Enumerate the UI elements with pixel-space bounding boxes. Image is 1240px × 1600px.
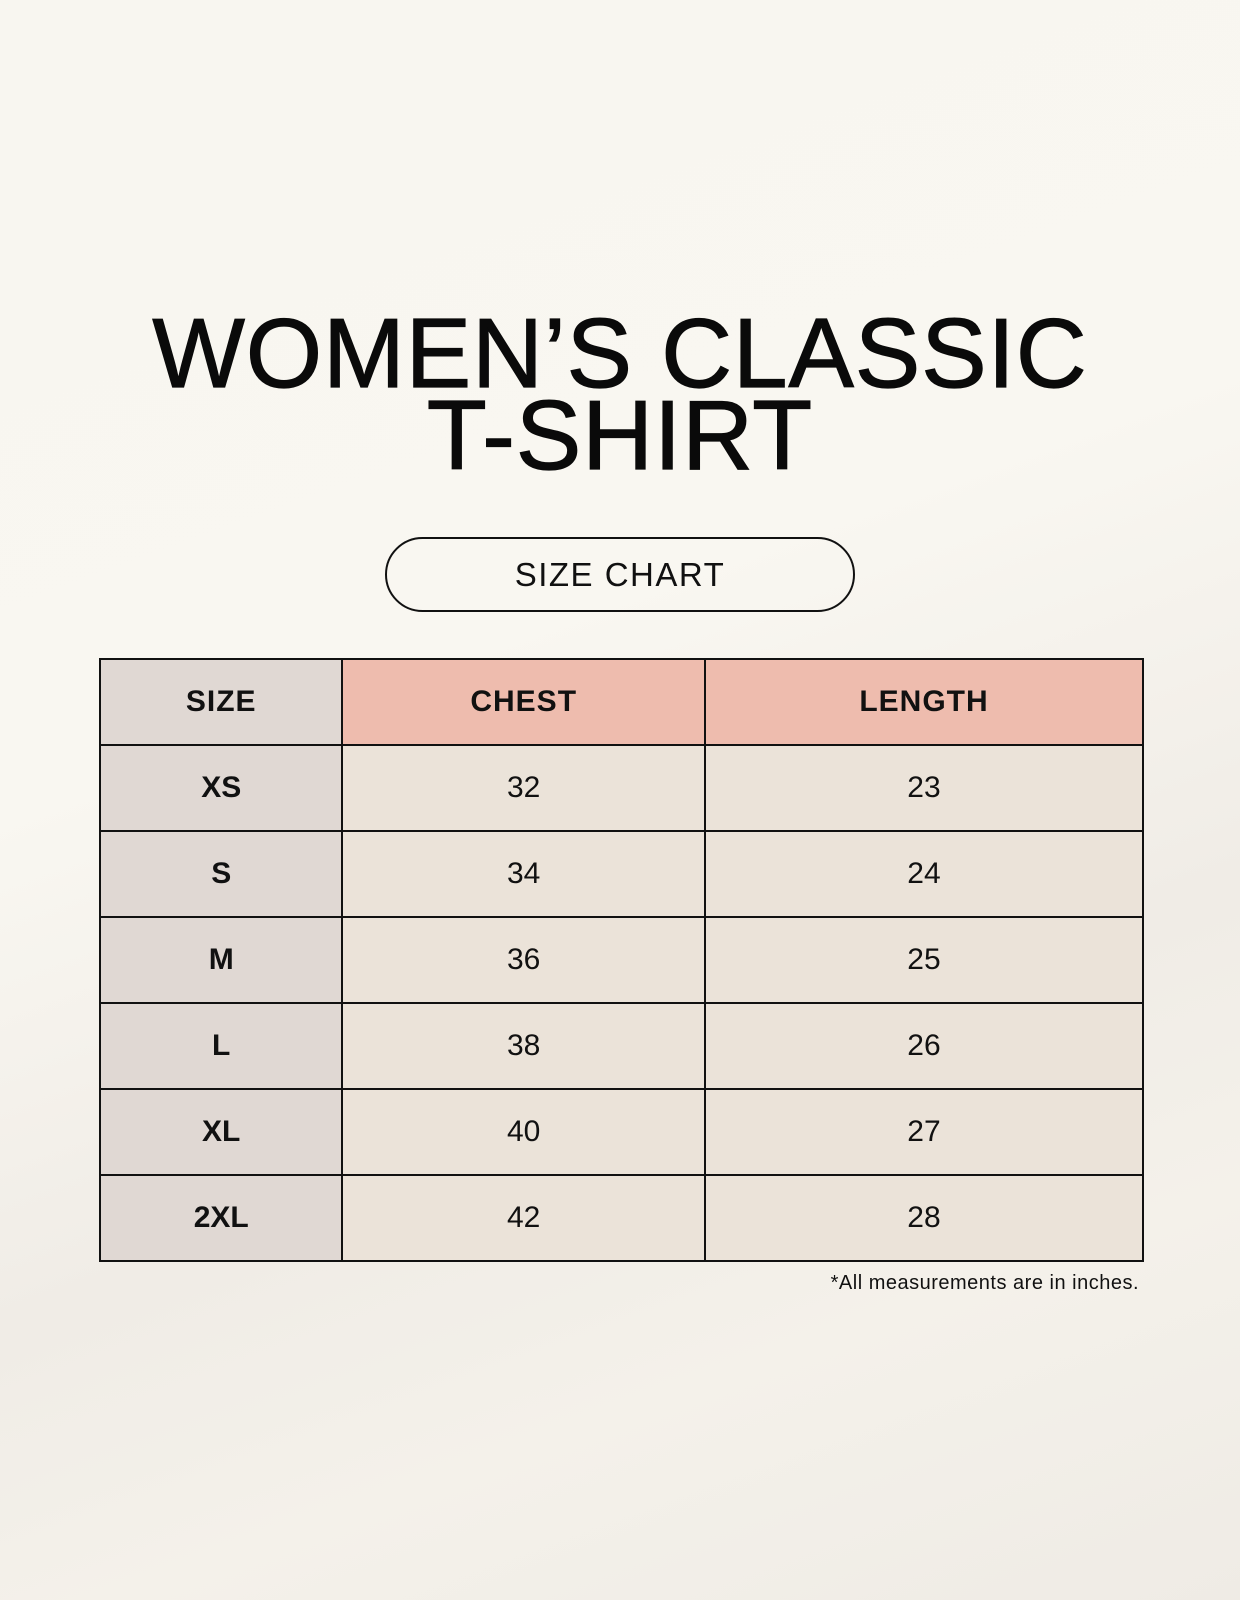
table-row: XL 40 27 (98, 1088, 1145, 1176)
size-cell: M (98, 916, 344, 1004)
size-cell: L (98, 1002, 344, 1090)
table-row: S 34 24 (98, 830, 1145, 918)
size-cell: XS (98, 744, 344, 832)
chest-cell: 38 (341, 1002, 706, 1090)
table-header-row: SIZE CHEST LENGTH (98, 658, 1145, 746)
length-cell: 26 (703, 1002, 1145, 1090)
header-chest: CHEST (341, 658, 706, 746)
header-size: SIZE (98, 658, 344, 746)
chest-cell: 36 (341, 916, 706, 1004)
size-cell: S (98, 830, 344, 918)
table-row: 2XL 42 28 (98, 1174, 1145, 1262)
length-cell: 23 (703, 744, 1145, 832)
chest-cell: 42 (341, 1174, 706, 1262)
footnote: *All measurements are in inches. (830, 1272, 1139, 1294)
chest-cell: 32 (341, 744, 706, 832)
table-row: L 38 26 (98, 1002, 1145, 1090)
length-cell: 28 (703, 1174, 1145, 1262)
table-row: XS 32 23 (98, 744, 1145, 832)
size-chart-badge: SIZE CHART (385, 537, 855, 612)
title-line-2: T-SHIRT (426, 380, 814, 490)
length-cell: 24 (703, 830, 1145, 918)
size-cell: XL (98, 1088, 344, 1176)
length-cell: 27 (703, 1088, 1145, 1176)
length-cell: 25 (703, 916, 1145, 1004)
table-row: M 36 25 (98, 916, 1145, 1004)
page-title: WOMEN’S CLASSIC T-SHIRT (0, 298, 1240, 490)
size-cell: 2XL (98, 1174, 344, 1262)
size-table: SIZE CHEST LENGTH XS 32 23 S 34 24 M 36 25 L 38 26 X… (98, 658, 1145, 1262)
chest-cell: 34 (341, 830, 706, 918)
title-line-1: WOMEN’S CLASSIC (152, 298, 1088, 408)
chest-cell: 40 (341, 1088, 706, 1176)
header-length: LENGTH (703, 658, 1145, 746)
